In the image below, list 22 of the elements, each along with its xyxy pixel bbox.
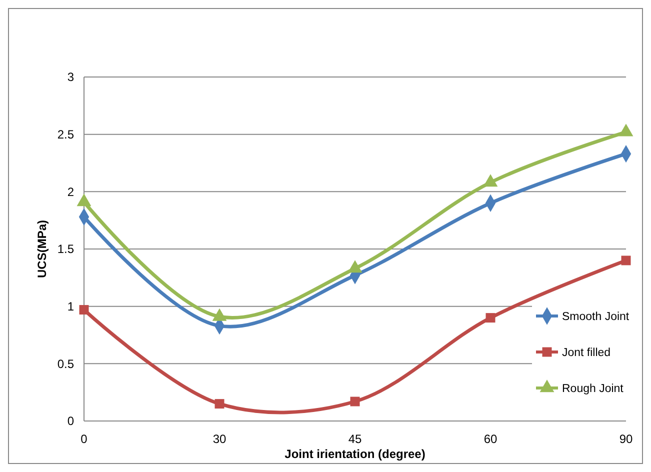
point (621, 256, 631, 266)
y-tick-label: 1 (67, 300, 74, 314)
x-tick-label: 30 (212, 432, 226, 446)
legend-label: Smooth Joint (562, 311, 630, 324)
y-tick-label: 2.5 (57, 128, 74, 142)
x-tick-label: 60 (484, 432, 498, 446)
legend-label: Jont filled (562, 347, 611, 360)
point (214, 399, 224, 409)
y-tick-label: 3 (67, 70, 74, 84)
x-tick-label: 90 (619, 432, 633, 446)
x-axis-title: Joint irientation (degree) (284, 447, 426, 461)
y-axis-title: UCS(MPa) (35, 220, 49, 278)
y-tick-label: 2 (67, 184, 74, 199)
y-tick-label: 0 (67, 414, 74, 428)
point (350, 396, 360, 406)
point (79, 305, 89, 315)
x-tick-label: 0 (80, 432, 88, 446)
legend-label: Rough Joint (562, 383, 624, 396)
y-tick-label: 0.5 (57, 356, 74, 371)
x-tick-label: 45 (348, 432, 362, 446)
y-tick-label: 1.5 (57, 242, 74, 256)
point (486, 313, 496, 323)
